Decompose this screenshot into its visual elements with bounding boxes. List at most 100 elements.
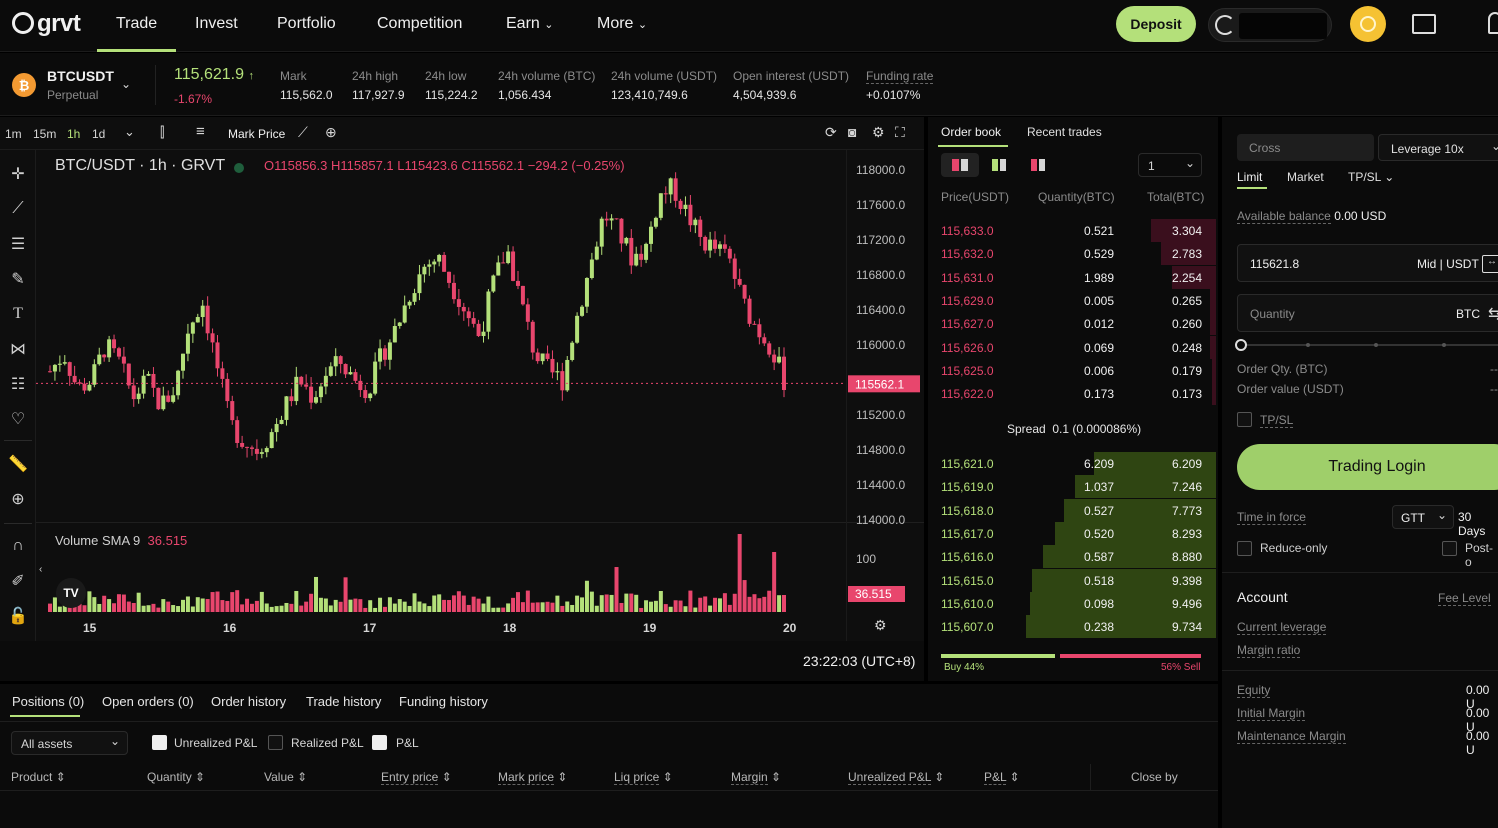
- tab-order-book[interactable]: Order book: [941, 125, 1002, 139]
- tab-order-history[interactable]: Order history: [211, 694, 287, 709]
- realized-pnl-checkbox[interactable]: [268, 735, 283, 750]
- ask-row[interactable]: 115,626.0 0.069 0.248: [928, 335, 1216, 359]
- avatar[interactable]: [1350, 6, 1386, 42]
- trading-login-button[interactable]: Trading Login: [1237, 444, 1498, 490]
- bell-icon[interactable]: [1488, 12, 1498, 34]
- tab-trade-history[interactable]: Trade history: [306, 694, 382, 709]
- quantity-slider[interactable]: [1244, 344, 1498, 346]
- col-mark-price[interactable]: Mark price ⇕: [498, 770, 568, 785]
- ask-row[interactable]: 115,631.0 1.989 2.254: [928, 265, 1216, 289]
- interval-15m[interactable]: 15m: [33, 127, 57, 141]
- price-chart[interactable]: 118000.0 117600.0 117200.0 116800.0 116400.0…: [36, 150, 924, 641]
- order-type-limit[interactable]: Limit: [1237, 170, 1263, 184]
- tab-open-orders[interactable]: Open orders (0): [102, 694, 194, 709]
- leverage-select[interactable]: Leverage 10x ⌄: [1378, 134, 1498, 161]
- bid-row[interactable]: 115,617.0 0.520 8.293: [928, 521, 1216, 545]
- order-type-market[interactable]: Market: [1287, 170, 1324, 184]
- tab-funding-history[interactable]: Funding history: [399, 694, 488, 709]
- fullscreen-icon[interactable]: ⛶: [895, 124, 905, 140]
- interval-1m[interactable]: 1m: [5, 127, 22, 141]
- chevron-down-icon[interactable]: ⌄: [121, 77, 132, 91]
- ask-row[interactable]: 115,625.0 0.006 0.179: [928, 358, 1216, 382]
- heart-icon[interactable]: ♡: [10, 411, 26, 428]
- symbol-name[interactable]: BTCUSDT: [47, 68, 114, 84]
- bid-row[interactable]: 115,610.0 0.098 9.496: [928, 591, 1216, 615]
- collapse-arrow-icon[interactable]: ‹: [39, 564, 43, 575]
- brush-icon[interactable]: ✎: [11, 271, 25, 288]
- col-entry-price[interactable]: Entry price ⇕: [381, 770, 452, 785]
- margin-mode-select[interactable]: Cross: [1237, 134, 1374, 161]
- nav-portfolio[interactable]: Portfolio: [277, 15, 336, 32]
- account-pill[interactable]: [1208, 8, 1332, 42]
- deposit-button[interactable]: Deposit: [1116, 6, 1196, 42]
- post-only-checkbox[interactable]: [1442, 541, 1457, 556]
- ask-row[interactable]: 115,632.0 0.529 2.783: [928, 242, 1216, 266]
- view-bids-icon[interactable]: [992, 159, 1006, 171]
- tab-positions[interactable]: Positions (0): [12, 694, 85, 709]
- settings-icon[interactable]: ⚙: [872, 124, 885, 140]
- devices-icon[interactable]: [1412, 14, 1436, 34]
- price-input[interactable]: 115621.8 Mid | USDT ↔: [1237, 244, 1498, 282]
- chart-settings-icon[interactable]: ⚙: [874, 617, 887, 633]
- unlock-icon[interactable]: 🔓: [8, 608, 28, 625]
- ruler-icon[interactable]: 📏: [8, 456, 28, 473]
- interval-1d[interactable]: 1d: [92, 127, 106, 141]
- col-quantity[interactable]: Quantity ⇕: [147, 770, 206, 784]
- col-value[interactable]: Value ⇕: [264, 770, 308, 784]
- pattern-icon[interactable]: ⋈: [10, 341, 26, 358]
- zoom-icon[interactable]: ⊕: [11, 491, 25, 508]
- chevron-down-icon[interactable]: ⌄: [124, 124, 135, 139]
- col-product[interactable]: Product ⇕: [11, 770, 66, 784]
- bid-row[interactable]: 115,621.0 6.209 6.209: [928, 452, 1216, 475]
- swap-icon[interactable]: ↔: [1482, 255, 1498, 273]
- time-in-force-select[interactable]: GTT ⌄: [1392, 505, 1454, 529]
- bid-row[interactable]: 115,619.0 1.037 7.246: [928, 475, 1216, 499]
- mark-price-toggle[interactable]: Mark Price: [228, 127, 286, 141]
- ask-row[interactable]: 115,622.0 0.173 0.173: [928, 382, 1216, 406]
- tab-recent-trades[interactable]: Recent trades: [1027, 125, 1102, 139]
- nav-trade[interactable]: Trade: [116, 15, 158, 32]
- order-type-tpsl[interactable]: TP/SL ⌄: [1348, 170, 1395, 184]
- unrealized-pnl-checkbox[interactable]: [152, 735, 167, 750]
- horizontal-lines-icon[interactable]: ☰: [10, 236, 26, 253]
- bid-row[interactable]: 115,607.0 0.238 9.734: [928, 615, 1216, 639]
- camera-icon[interactable]: ◙: [848, 124, 857, 140]
- fee-level-link[interactable]: Fee Level: [1438, 591, 1491, 606]
- tif-days[interactable]: 30 Days: [1458, 510, 1486, 538]
- asset-filter-select[interactable]: All assets ⌄: [11, 731, 128, 755]
- crosshair-icon[interactable]: ✛: [11, 166, 25, 183]
- view-asks-icon[interactable]: [1031, 159, 1045, 171]
- nav-more[interactable]: More ⌄: [597, 15, 648, 32]
- reduce-only-checkbox[interactable]: [1237, 541, 1252, 556]
- funding-rate-label[interactable]: Funding rate: [866, 69, 934, 84]
- quantity-input[interactable]: Quantity BTC ⇆: [1237, 294, 1498, 332]
- col-liq-price[interactable]: Liq price ⇕: [614, 770, 673, 785]
- ask-row[interactable]: 115,627.0 0.012 0.260: [928, 312, 1216, 336]
- grvt-logo[interactable]: grvt: [12, 10, 81, 38]
- indicators-icon[interactable]: ≡: [196, 123, 205, 140]
- price-suffix[interactable]: Mid | USDT: [1417, 257, 1479, 271]
- col-pnl[interactable]: P&L ⇕: [984, 770, 1020, 785]
- tradingview-logo-icon[interactable]: TV: [56, 578, 86, 608]
- col-unrealized-pnl[interactable]: Unrealized P&L ⇕: [848, 770, 945, 785]
- bid-row[interactable]: 115,615.0 0.518 9.398: [928, 568, 1216, 592]
- candle-type-icon[interactable]: ⫿: [160, 124, 165, 140]
- nav-invest[interactable]: Invest: [195, 15, 238, 32]
- line-chart-icon[interactable]: ⟋: [298, 124, 308, 140]
- lock-drawing-icon[interactable]: ✐: [11, 573, 25, 590]
- view-both-button[interactable]: [941, 153, 979, 177]
- precision-select[interactable]: 1 ⌄: [1138, 153, 1202, 177]
- clock-time[interactable]: 23:22:03 (UTC+8): [803, 653, 916, 669]
- bid-row[interactable]: 115,616.0 0.587 8.880: [928, 545, 1216, 569]
- ask-row[interactable]: 115,629.0 0.005 0.265: [928, 288, 1216, 312]
- bid-row[interactable]: 115,618.0 0.527 7.773: [928, 498, 1216, 522]
- fib-icon[interactable]: ☷: [10, 376, 26, 393]
- refresh-icon[interactable]: ⟳: [825, 124, 837, 140]
- trendline-icon[interactable]: ⟋: [12, 200, 24, 217]
- tpsl-checkbox[interactable]: [1237, 412, 1252, 427]
- magnet-icon[interactable]: ∩: [12, 537, 24, 554]
- nav-earn[interactable]: Earn ⌄: [506, 15, 554, 32]
- candlestick-chart[interactable]: 118000.0 117600.0 117200.0 116800.0 116400.0…: [36, 150, 924, 641]
- interval-1h[interactable]: 1h: [67, 127, 81, 141]
- ask-row[interactable]: 115,633.0 0.521 3.304: [928, 219, 1216, 242]
